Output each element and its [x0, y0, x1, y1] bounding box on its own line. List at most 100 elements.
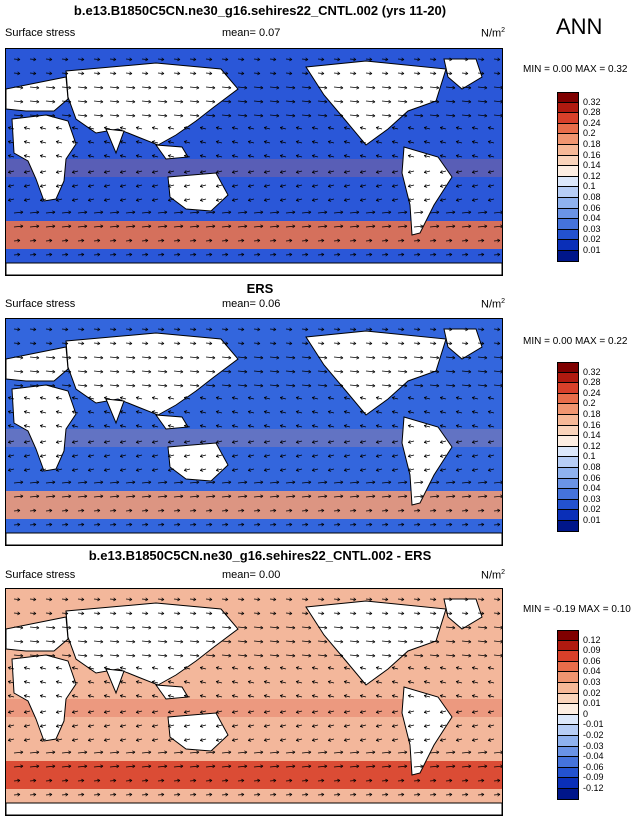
- colorbar-swatch: [557, 393, 579, 405]
- panel-3-variable: Surface stress: [5, 569, 76, 581]
- colorbar-swatch: [557, 166, 579, 177]
- continent-africa: [11, 384, 77, 472]
- colorbar-tick-label: 0.14: [583, 430, 601, 441]
- colorbar-swatch: [557, 499, 579, 511]
- colorbar-tick-label: 0.03: [583, 223, 601, 234]
- trade-wind-band: [6, 699, 502, 717]
- colorbar-swatch: [557, 746, 579, 758]
- continent-antarctica: [6, 802, 502, 815]
- colorbar-swatch: [557, 102, 579, 114]
- colorbar-tick-label: 0.28: [583, 377, 601, 388]
- colorbar-swatch: [557, 767, 579, 779]
- colorbar-tick-label: 0: [583, 708, 589, 719]
- colorbar-tick-label: -0.12: [583, 783, 604, 793]
- continent-australia: [167, 442, 229, 482]
- colorbar-swatch: [557, 219, 579, 230]
- colorbar-swatch: [557, 778, 579, 789]
- colorbar-swatch: [557, 362, 579, 373]
- panel-1-map: [5, 48, 503, 276]
- colorbar-tick-label: 0.2: [583, 398, 596, 409]
- stress-vectors: [7, 597, 502, 797]
- panel-1-title: b.e13.B1850C5CN.ne30_g16.sehires22_CNTL.…: [73, 3, 447, 18]
- colorbar-swatch: [557, 672, 579, 683]
- colorbar-tick-label: 0.08: [583, 192, 601, 202]
- colorbar-tick-label: 0.03: [583, 677, 601, 687]
- colorbar-tick-label: -0.09: [583, 772, 604, 783]
- colorbar-tick-label: 0.28: [583, 107, 601, 118]
- colorbar-tick-label: -0.04: [583, 751, 604, 762]
- colorbar-swatch: [557, 250, 579, 262]
- continent-seasia: [154, 414, 189, 430]
- colorbar-swatch: [557, 436, 579, 447]
- continent-seasia: [154, 684, 189, 700]
- colorbar-tick-label: 0.12: [583, 634, 601, 645]
- continent-india: [105, 398, 125, 425]
- panel-1-minmax: MIN = 0.00 MAX = 0.32: [523, 64, 628, 75]
- colorbar-swatch: [557, 788, 579, 800]
- continent-india: [105, 128, 125, 155]
- colorbar-swatch: [557, 661, 579, 673]
- southern-westerly-band: [6, 221, 502, 249]
- colorbar-swatch: [557, 414, 579, 426]
- colorbar-tick-label: -0.02: [583, 730, 604, 740]
- colorbar-tick-label: 0.02: [583, 687, 601, 698]
- continent-namerica: [305, 330, 447, 416]
- trade-wind-band: [6, 429, 502, 447]
- continent-namerica: [305, 600, 447, 686]
- colorbar-swatch: [557, 725, 579, 736]
- trade-wind-band: [6, 159, 502, 177]
- panel-3-map: [5, 588, 503, 816]
- continent-namerica: [305, 60, 447, 146]
- colorbar-swatch: [557, 467, 579, 479]
- colorbar-swatch: [557, 372, 579, 384]
- colorbar-swatch: [557, 197, 579, 209]
- southern-westerly-band: [6, 761, 502, 789]
- colorbar-tick-label: 0.16: [583, 419, 601, 430]
- panel-3-minmax: MIN = -0.19 MAX = 0.10: [523, 604, 631, 615]
- colorbar-swatch: [557, 757, 579, 768]
- panel-3-title: b.e13.B1850C5CN.ne30_g16.sehires22_CNTL.…: [88, 548, 432, 563]
- colorbar-tick-label: 0.12: [583, 440, 601, 451]
- continent-asia: [65, 332, 239, 416]
- colorbar-tick-label: 0.06: [583, 202, 601, 213]
- colorbar-tick-label: -0.06: [583, 761, 604, 772]
- stress-vectors: [7, 327, 502, 527]
- colorbar-swatch: [557, 229, 579, 241]
- colorbar-tick-label: -0.03: [583, 740, 604, 751]
- southern-westerly-band: [6, 491, 502, 519]
- season-label: ANN: [556, 14, 603, 39]
- colorbar-swatch: [557, 714, 579, 726]
- colorbar-tick-label: 0.2: [583, 128, 596, 139]
- colorbar-tick-label: 0.04: [583, 213, 601, 224]
- colorbar-tick-label: 0.01: [583, 245, 601, 255]
- colorbar-swatch: [557, 92, 579, 103]
- colorbar-swatch: [557, 693, 579, 705]
- panel-3-mean: mean= 0.00: [222, 569, 281, 581]
- colorbar-swatch: [557, 489, 579, 500]
- colorbar-tick-label: 0.32: [583, 366, 601, 377]
- panel-1-mean: mean= 0.07: [222, 27, 281, 39]
- colorbar-swatch: [557, 457, 579, 468]
- colorbar-tick-label: 0.04: [583, 666, 601, 677]
- colorbar-swatch: [557, 651, 579, 662]
- panel-2-map-svg: [6, 319, 502, 545]
- colorbar-swatch: [557, 478, 579, 490]
- stress-vectors: [7, 57, 502, 257]
- continent-antarctica: [6, 532, 502, 545]
- continent-africa: [11, 114, 77, 202]
- colorbar-tick-label: 0.24: [583, 387, 601, 398]
- continent-asia: [65, 62, 239, 146]
- panel-2-units: N/m2: [481, 298, 506, 311]
- colorbar-swatch: [557, 630, 579, 641]
- panel-1-variable: Surface stress: [5, 27, 76, 39]
- colorbar-swatch: [557, 113, 579, 124]
- colorbar-swatch: [557, 134, 579, 145]
- colorbar-tick-label: 0.09: [583, 645, 601, 656]
- colorbar-swatch: [557, 640, 579, 652]
- colorbar-tick-label: 0.12: [583, 170, 601, 181]
- panel-2-colorbar: [557, 362, 579, 532]
- colorbar-tick-label: 0.06: [583, 472, 601, 483]
- colorbar-swatch: [557, 704, 579, 715]
- continent-australia: [167, 712, 229, 752]
- panel-1-map-svg: [6, 49, 502, 275]
